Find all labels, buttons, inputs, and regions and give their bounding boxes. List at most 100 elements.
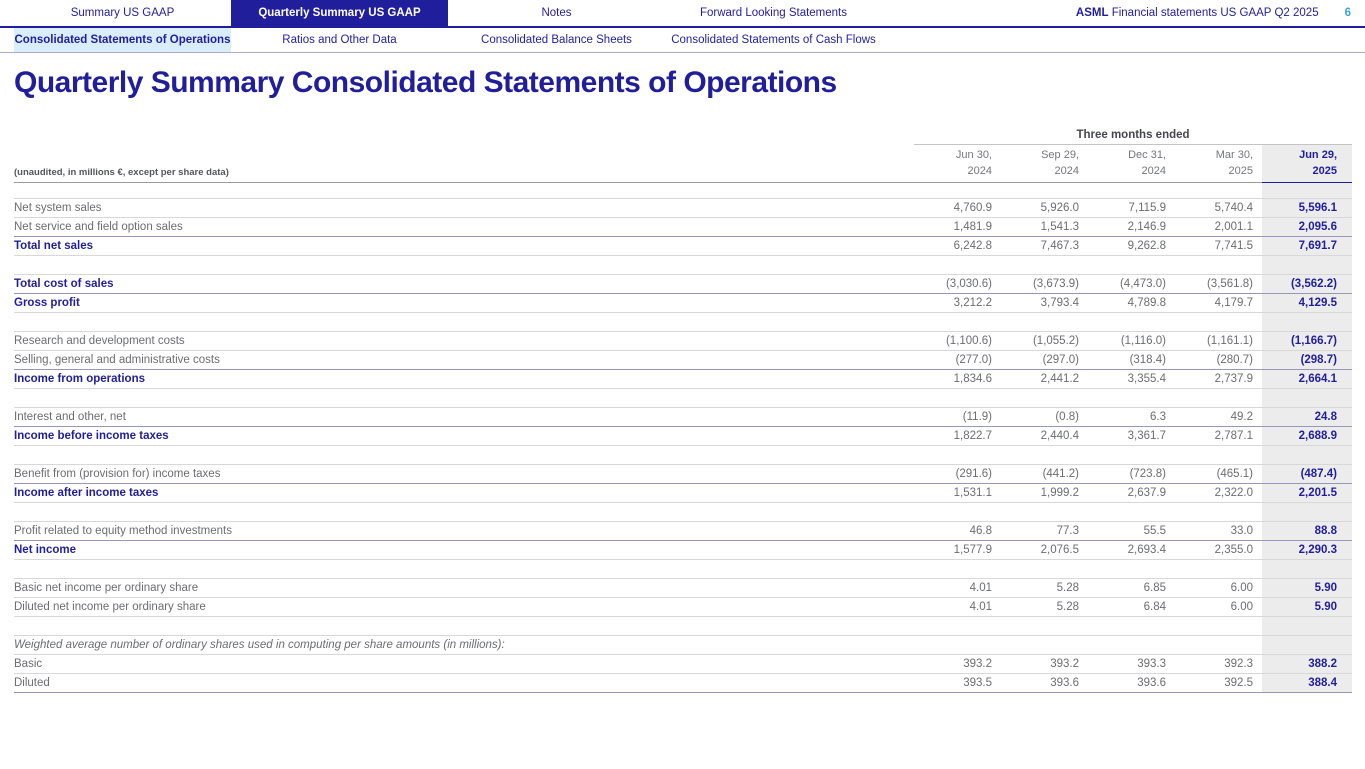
cell-value: (441.2) bbox=[1042, 468, 1079, 480]
cell-value: 393.6 bbox=[1137, 677, 1166, 689]
cell-value: 5,740.4 bbox=[1214, 202, 1253, 214]
cell-value: 33.0 bbox=[1230, 525, 1253, 537]
row-label: Benefit from (provision for) income taxe… bbox=[14, 468, 221, 480]
cell-value: 6.00 bbox=[1230, 601, 1253, 613]
cell-value: 77.3 bbox=[1056, 525, 1079, 537]
table-row: Diluted 393.5 393.6 393.6 392.5 388.4 bbox=[14, 674, 1352, 693]
cell-value-current-quarter bbox=[1262, 313, 1352, 331]
row-label bbox=[14, 389, 914, 407]
cell-value-current-quarter: 5,596.1 bbox=[1262, 199, 1352, 217]
tab-forward-looking-statements[interactable]: Forward Looking Statements bbox=[699, 7, 848, 19]
cell-value-current-quarter bbox=[1262, 560, 1352, 578]
cell-value: 6.00 bbox=[1230, 582, 1253, 594]
cell-value: (3,673.9) bbox=[1032, 278, 1079, 290]
cell-value bbox=[1088, 560, 1175, 578]
cell-value bbox=[1088, 617, 1175, 635]
row-label: Total net sales bbox=[14, 240, 94, 252]
cell-value: 4,760.9 bbox=[953, 202, 992, 214]
tab-summary-us-gaap[interactable]: Summary US GAAP bbox=[70, 7, 175, 19]
cell-value: 3,361.7 bbox=[1127, 430, 1166, 442]
brand-name: ASML bbox=[1075, 7, 1109, 19]
row-label: Interest and other, net bbox=[14, 411, 126, 423]
cell-value bbox=[914, 389, 1001, 407]
table-row: Basic net income per ordinary share 4.01… bbox=[14, 579, 1352, 598]
cell-value bbox=[1001, 503, 1088, 521]
table-row: Net income 1,577.9 2,076.5 2,693.4 2,355… bbox=[14, 541, 1352, 560]
cell-value: 393.2 bbox=[1050, 658, 1079, 670]
cell-value bbox=[914, 503, 1001, 521]
cell-value: 392.5 bbox=[1224, 677, 1253, 689]
table-row bbox=[14, 389, 1352, 408]
subtab-ratios-and-other-data[interactable]: Ratios and Other Data bbox=[282, 34, 397, 46]
cell-value: (723.8) bbox=[1129, 468, 1166, 480]
table-row: Total cost of sales (3,030.6) (3,673.9) … bbox=[14, 275, 1352, 294]
row-label: Weighted average number of ordinary shar… bbox=[14, 639, 505, 651]
tab-notes[interactable]: Notes bbox=[541, 7, 572, 19]
cell-value: (318.4) bbox=[1129, 354, 1166, 366]
cell-value bbox=[914, 446, 1001, 464]
table-row: Benefit from (provision for) income taxe… bbox=[14, 465, 1352, 484]
tab-quarterly-summary-us-gaap[interactable]: Quarterly Summary US GAAP bbox=[231, 0, 448, 26]
cell-value bbox=[1088, 636, 1175, 654]
subtab-consolidated-statements-of-operations[interactable]: Consolidated Statements of Operations bbox=[14, 28, 231, 52]
cell-value: 1,577.9 bbox=[953, 544, 992, 556]
cell-value: 5.28 bbox=[1056, 582, 1079, 594]
cell-value-current-quarter: (298.7) bbox=[1262, 351, 1352, 369]
table-row: Net system sales 4,760.9 5,926.0 7,115.9… bbox=[14, 199, 1352, 218]
row-label: Gross profit bbox=[14, 297, 80, 309]
column-header-row: (unaudited, in millions €, except per sh… bbox=[14, 145, 1352, 183]
cell-value: (465.1) bbox=[1216, 468, 1253, 480]
subtab-consolidated-balance-sheets[interactable]: Consolidated Balance Sheets bbox=[481, 34, 632, 46]
cell-value: (11.9) bbox=[962, 411, 992, 423]
row-label bbox=[14, 256, 914, 274]
cell-value: 55.5 bbox=[1143, 525, 1166, 537]
cell-value: 1,834.6 bbox=[953, 373, 992, 385]
cell-value: 49.2 bbox=[1230, 411, 1253, 423]
cell-value-current-quarter: 2,290.3 bbox=[1262, 541, 1352, 559]
cell-value bbox=[1001, 636, 1088, 654]
row-label: Net system sales bbox=[14, 202, 102, 214]
cell-value: (277.0) bbox=[955, 354, 992, 366]
cell-value-current-quarter: 388.2 bbox=[1262, 655, 1352, 673]
subtab-consolidated-statements-of-cash-flows[interactable]: Consolidated Statements of Cash Flows bbox=[671, 34, 876, 46]
cell-value bbox=[1175, 256, 1262, 274]
row-label: Net income bbox=[14, 544, 76, 556]
row-label: Basic net income per ordinary share bbox=[14, 582, 199, 594]
cell-value: 4,179.7 bbox=[1214, 297, 1253, 309]
cell-value bbox=[1175, 636, 1262, 654]
table-row: Selling, general and administrative cost… bbox=[14, 351, 1352, 370]
cell-value: 4,789.8 bbox=[1127, 297, 1166, 309]
cell-value: 1,481.9 bbox=[953, 221, 992, 233]
cell-value: 3,793.4 bbox=[1040, 297, 1079, 309]
cell-value bbox=[1175, 446, 1262, 464]
cell-value-current-quarter: 388.4 bbox=[1262, 674, 1352, 692]
page-title: Quarterly Summary Consolidated Statement… bbox=[14, 66, 837, 99]
cell-value: 2,001.1 bbox=[1214, 221, 1253, 233]
table-body: Net system sales 4,760.9 5,926.0 7,115.9… bbox=[14, 199, 1352, 693]
cell-value: 1,999.2 bbox=[1040, 487, 1079, 499]
cell-value bbox=[1001, 560, 1088, 578]
row-label bbox=[14, 617, 914, 635]
cell-value: 6.84 bbox=[1143, 601, 1166, 613]
table-row bbox=[14, 560, 1352, 579]
cell-value: 7,115.9 bbox=[1128, 202, 1166, 214]
cell-value-current-quarter: (487.4) bbox=[1262, 465, 1352, 483]
column-header: Sep 29, 2024 bbox=[1001, 145, 1088, 183]
cell-value bbox=[1175, 313, 1262, 331]
cell-value-current-quarter: 2,664.1 bbox=[1262, 370, 1352, 388]
table-row: Diluted net income per ordinary share 4.… bbox=[14, 598, 1352, 617]
table-row bbox=[14, 446, 1352, 465]
cell-value-current-quarter bbox=[1262, 446, 1352, 464]
cell-value: (1,116.0) bbox=[1120, 335, 1166, 347]
cell-value-current-quarter: 88.8 bbox=[1262, 522, 1352, 540]
table-row: Profit related to equity method investme… bbox=[14, 522, 1352, 541]
row-label: Diluted bbox=[14, 677, 50, 689]
cell-value bbox=[914, 256, 1001, 274]
cell-value bbox=[1001, 446, 1088, 464]
cell-value bbox=[1175, 503, 1262, 521]
cell-value: (3,561.8) bbox=[1206, 278, 1253, 290]
cell-value: 4.01 bbox=[969, 582, 992, 594]
table-row: Income after income taxes 1,531.1 1,999.… bbox=[14, 484, 1352, 503]
cell-value: 393.5 bbox=[963, 677, 992, 689]
cell-value-current-quarter: 2,688.9 bbox=[1262, 427, 1352, 445]
